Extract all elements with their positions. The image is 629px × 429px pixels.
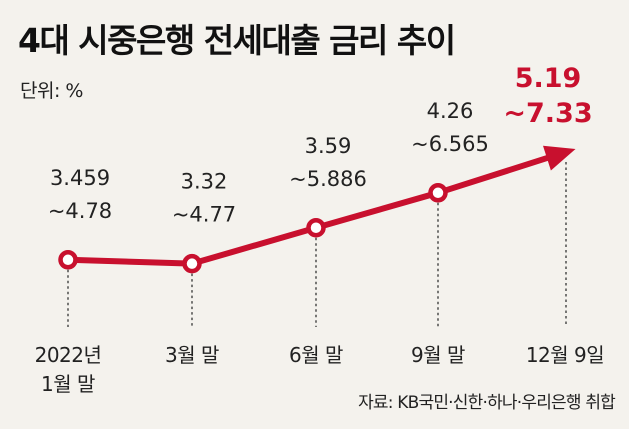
value-label: ~4.78 xyxy=(48,199,112,223)
data-point xyxy=(306,218,326,238)
x-tick-label: 1월 말 xyxy=(41,372,95,396)
data-point xyxy=(428,183,448,203)
arrow-head xyxy=(542,145,576,171)
value-label: ~6.565 xyxy=(411,132,489,156)
x-tick-label: 6월 말 xyxy=(289,343,343,367)
value-label: 3.459 xyxy=(50,166,110,190)
unit-label: 단위: % xyxy=(20,80,83,102)
highlight-value-label: 5.19 xyxy=(515,63,582,94)
value-label: 4.26 xyxy=(427,99,474,123)
data-point xyxy=(182,253,202,274)
x-tick-label: 3월 말 xyxy=(165,343,219,367)
chart-title: 4대 시중은행 전세대출 금리 추이 xyxy=(18,21,456,60)
value-label: ~4.77 xyxy=(172,203,236,227)
value-label: ~5.886 xyxy=(289,167,367,191)
x-tick-label: 9월 말 xyxy=(411,343,465,367)
value-label: 3.32 xyxy=(181,170,228,194)
value-label: 3.59 xyxy=(305,134,352,158)
data-point xyxy=(58,250,78,270)
highlight-value-label: ~7.33 xyxy=(503,98,592,129)
source-note: 자료: KB국민·신한·하나·우리은행 취합 xyxy=(358,393,616,413)
x-tick-label: 12월 9일 xyxy=(526,343,604,367)
x-tick-label: 2022년 xyxy=(35,343,102,367)
